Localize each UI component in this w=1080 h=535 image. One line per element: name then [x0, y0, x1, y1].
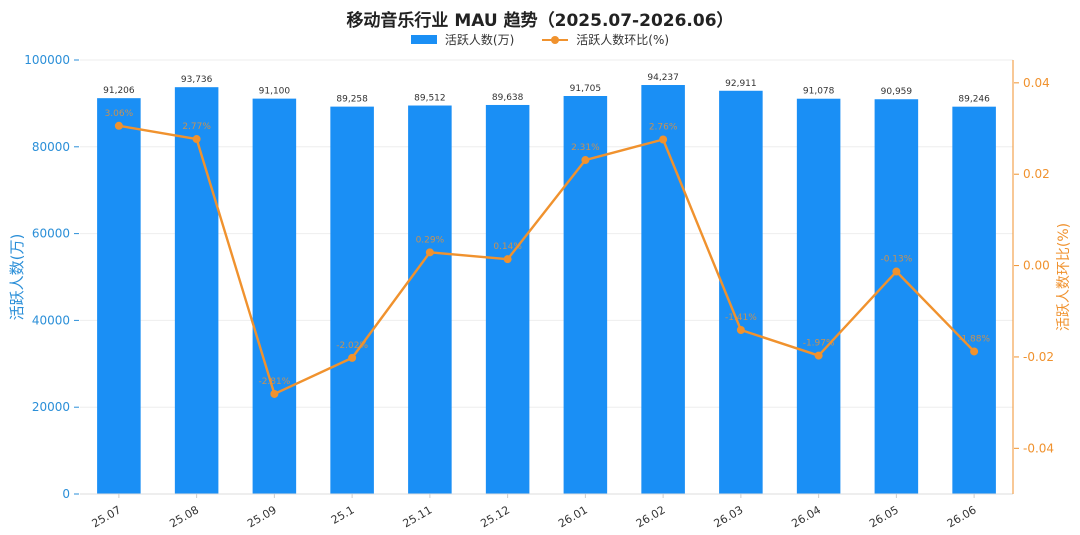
bar-26.04	[796, 98, 841, 494]
bar-label: 90,959	[881, 87, 913, 97]
line-point-25.11	[425, 248, 434, 257]
x-tick-label: 25.08	[167, 503, 201, 530]
x-tick-label: 26.03	[712, 503, 746, 530]
legend: 活跃人数(万) 活跃人数环比(%)	[0, 31, 1080, 48]
legend-item-bar[interactable]: 活跃人数(万)	[410, 31, 515, 48]
legend-bar-swatch	[410, 35, 437, 44]
line-point-label: -1.88%	[958, 334, 990, 344]
line-point-26.02	[659, 135, 668, 144]
line-point-label: 3.06%	[105, 109, 134, 119]
legend-label-line: 活跃人数环比(%)	[576, 33, 670, 47]
bar-label: 92,911	[725, 79, 757, 89]
bar-label: 89,512	[414, 94, 446, 104]
line-point-25.09	[270, 389, 279, 398]
y2-axis-title: 活跃人数环比(%)	[1056, 223, 1072, 331]
y2-tick-label: -0.04	[1023, 441, 1054, 455]
y-tick-label: 0	[62, 487, 70, 501]
line-point-26.06	[970, 347, 979, 356]
x-tick-label: 26.05	[867, 503, 901, 530]
line-point-label: 0.29%	[416, 235, 445, 245]
line-point-label: -0.13%	[880, 255, 912, 265]
line-path	[118, 124, 975, 396]
y2-tick-label: -0.02	[1023, 350, 1054, 364]
x-tick-label: 25.11	[401, 503, 435, 530]
line-point-label: -1.97%	[803, 339, 835, 349]
bar-25.1	[330, 106, 374, 495]
bar-label: 94,237	[647, 73, 679, 83]
line-point-label: 2.76%	[649, 122, 678, 132]
y-tick-label: 100000	[24, 53, 70, 67]
bar-label: 91,100	[259, 87, 291, 97]
bar-26.06	[952, 106, 996, 494]
bar-label: 89,638	[492, 93, 524, 103]
y2-tick-label: 0.02	[1023, 167, 1050, 181]
line-point-26.04	[814, 351, 823, 360]
legend-item-line[interactable]: 活跃人数环比(%)	[542, 31, 669, 48]
legend-line-swatch	[542, 35, 569, 45]
bar-25.09	[252, 98, 297, 494]
bar-label: 91,078	[803, 87, 835, 97]
bar-25.07	[97, 98, 141, 495]
line-point-label: 2.31%	[571, 143, 600, 153]
y2-tick-label: 0.00	[1023, 259, 1050, 273]
x-tick-label: 26.01	[556, 503, 590, 530]
bar-25.12	[485, 104, 530, 495]
bar-labels: 91,206 93,736 91,100 89,258 89,512 89,638 91,7…	[103, 73, 990, 105]
y2-tick-label: 0.04	[1023, 76, 1050, 90]
bar-25.08	[174, 87, 219, 494]
line-point-26.05	[892, 267, 901, 276]
line-series: 3.06% 2.77% -2.81% -2.02% 0.29% 0.14% 2.31% 2.7…	[105, 109, 990, 398]
line-point-label: -1.41%	[725, 313, 757, 323]
bar-25.11	[408, 105, 452, 495]
line-point-label: 0.14%	[493, 242, 522, 252]
gridlines	[80, 59, 1013, 495]
x-tick-label: 25.09	[245, 503, 279, 530]
x-tick-label: 25.1	[329, 503, 357, 527]
bar-26.05	[874, 99, 919, 494]
line-point-25.07	[114, 121, 123, 130]
y-tick-label: 40000	[32, 313, 70, 327]
line-point-label: 2.77%	[182, 122, 211, 132]
x-tick-label: 26.06	[945, 503, 979, 530]
bar-label: 89,246	[958, 95, 990, 105]
bar-label: 89,258	[336, 95, 368, 105]
x-tick-label: 25.12	[478, 503, 512, 530]
line-point-26.01	[581, 156, 590, 165]
bars	[97, 85, 996, 495]
y-tick-label: 80000	[32, 140, 70, 154]
bar-label: 91,206	[103, 86, 135, 96]
chart-title: 移动音乐行业 MAU 趋势（2025.07-2026.06）	[346, 11, 734, 31]
bar-label: 93,736	[181, 75, 213, 85]
y-tick-label: 60000	[32, 227, 70, 241]
x-tick-label: 25.07	[90, 503, 124, 530]
line-point-25.12	[503, 255, 512, 264]
x-tick-label: 26.04	[789, 503, 823, 530]
line-point-25.1	[348, 353, 357, 362]
bar-label: 91,705	[570, 84, 602, 94]
bar-26.02	[641, 85, 685, 495]
y-axis-title: 活跃人数(万)	[8, 234, 26, 321]
line-point-26.03	[736, 325, 745, 334]
line-point-25.08	[192, 135, 201, 144]
y-tick-label: 20000	[32, 400, 70, 414]
line-point-label: -2.02%	[336, 341, 368, 351]
legend-label-bar: 活跃人数(万)	[444, 33, 515, 47]
line-point-label: -2.81%	[258, 377, 290, 387]
x-tick-label: 26.02	[634, 503, 668, 530]
